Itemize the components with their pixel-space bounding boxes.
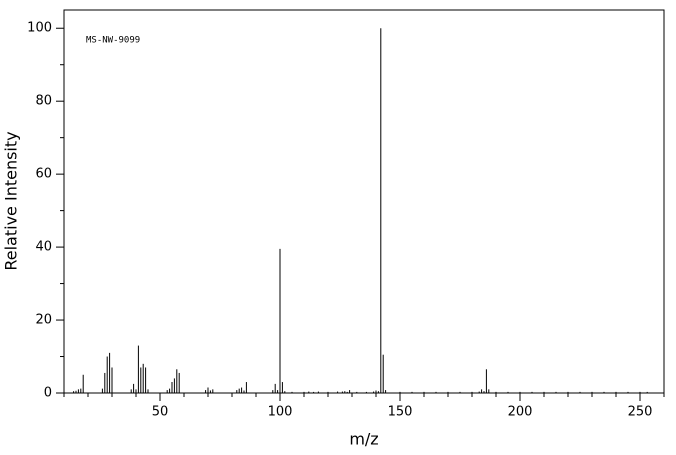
y-tick-label: 80 — [35, 94, 52, 109]
x-tick-label: 100 — [268, 405, 293, 420]
y-axis-label: Relative Intensity — [2, 131, 21, 270]
x-tick-label: 200 — [508, 405, 533, 420]
plot-frame — [63, 9, 665, 394]
x-axis-label: m/z — [349, 430, 378, 449]
y-tick-label: 20 — [35, 313, 52, 328]
annotation: MS-NW-9099 — [86, 36, 140, 46]
x-tick-label: 50 — [152, 405, 169, 420]
y-tick-label: 40 — [35, 240, 52, 255]
y-tick-label: 100 — [27, 21, 52, 36]
y-tick-label: 0 — [44, 386, 52, 401]
x-tick-label: 150 — [388, 405, 413, 420]
y-tick-label: 60 — [35, 167, 52, 182]
x-tick-label: 250 — [628, 405, 653, 420]
